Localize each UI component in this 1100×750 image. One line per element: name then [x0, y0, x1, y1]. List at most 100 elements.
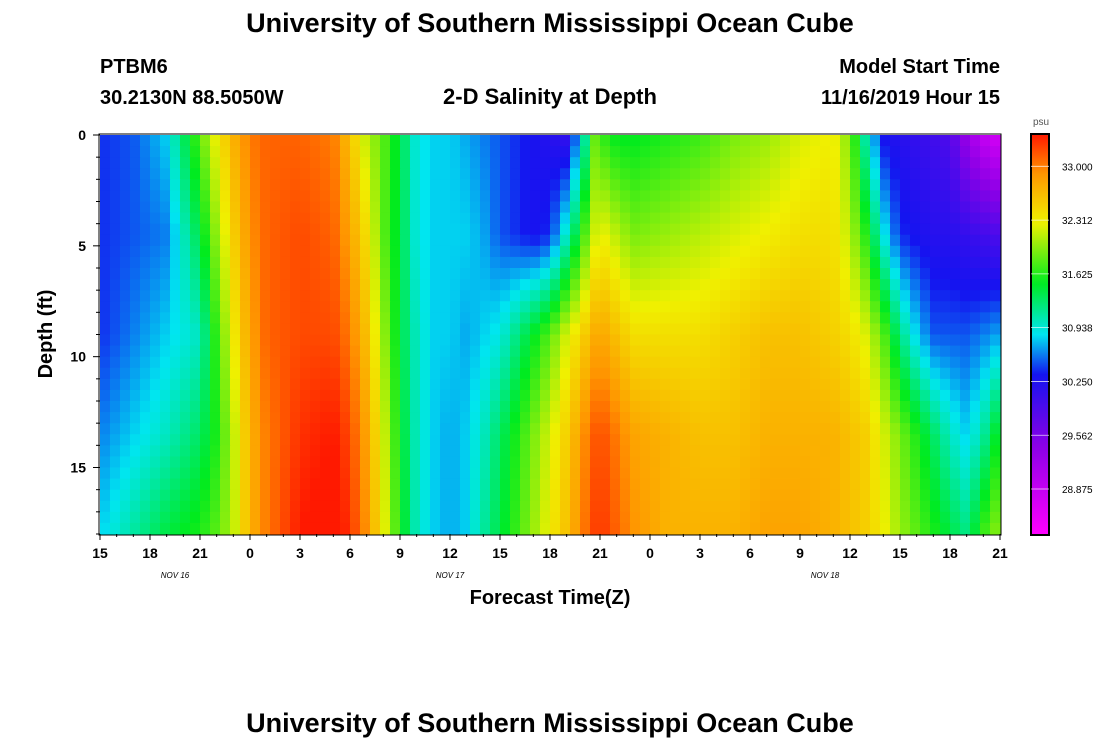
- heatmap-cell: [770, 522, 781, 535]
- heatmap-cell: [140, 467, 151, 480]
- heatmap-cell: [760, 412, 771, 424]
- heatmap-cell: [980, 279, 991, 291]
- heatmap-cell: [440, 434, 451, 446]
- date-label: NOV 17: [436, 571, 465, 580]
- heatmap-cell: [930, 334, 941, 347]
- heatmap-cell: [760, 334, 771, 347]
- heatmap-cell: [900, 323, 911, 336]
- heatmap-cell: [540, 445, 551, 458]
- heatmap-cell: [700, 212, 711, 225]
- heatmap-cell: [680, 256, 691, 269]
- heatmap-cell: [760, 157, 771, 169]
- heatmap-cell: [220, 423, 231, 435]
- heatmap-cell: [660, 456, 671, 469]
- heatmap-cell: [840, 367, 851, 380]
- heatmap-cell: [910, 212, 921, 225]
- heatmap-cell: [490, 190, 501, 203]
- heatmap-cell: [370, 511, 381, 524]
- heatmap-cell: [700, 423, 711, 435]
- heatmap-cell: [330, 256, 341, 269]
- heatmap-cell: [370, 256, 381, 269]
- heatmap-cell: [540, 245, 551, 258]
- heatmap-cell: [820, 412, 831, 424]
- heatmap-cell: [670, 268, 681, 280]
- heatmap-cell: [730, 401, 741, 413]
- heatmap-cell: [950, 423, 961, 435]
- heatmap-cell: [640, 334, 651, 347]
- heatmap-cell: [460, 323, 471, 336]
- heatmap-cell: [530, 356, 541, 369]
- heatmap-cell: [830, 445, 841, 458]
- heatmap-cell: [710, 378, 721, 391]
- heatmap-cell: [800, 157, 811, 169]
- heatmap-cell: [970, 434, 981, 446]
- heatmap-cell: [180, 389, 191, 402]
- heatmap-cell: [220, 135, 231, 147]
- heatmap-cell: [120, 279, 131, 291]
- heatmap-cell: [890, 445, 901, 458]
- heatmap-cell: [360, 445, 371, 458]
- heatmap-cell: [580, 245, 591, 258]
- heatmap-cell: [200, 378, 211, 391]
- heatmap-cell: [110, 268, 121, 280]
- heatmap-cell: [670, 467, 681, 480]
- heatmap-cell: [830, 212, 841, 225]
- heatmap-cell: [310, 223, 321, 236]
- heatmap-cell: [230, 179, 241, 192]
- heatmap-cell: [860, 157, 871, 169]
- heatmap-cell: [820, 312, 831, 325]
- heatmap-cell: [890, 489, 901, 502]
- heatmap-cell: [970, 445, 981, 458]
- heatmap-cell: [650, 401, 661, 413]
- heatmap-cell: [540, 478, 551, 491]
- heatmap-cell: [440, 146, 451, 158]
- heatmap-cell: [880, 412, 891, 424]
- heatmap-cell: [470, 256, 481, 269]
- heatmap-cell: [650, 511, 661, 524]
- x-tick-label: 0: [246, 545, 254, 561]
- heatmap-cell: [870, 367, 881, 380]
- heatmap-cell: [800, 135, 811, 147]
- heatmap-cell: [870, 467, 881, 480]
- heatmap-cell: [520, 489, 531, 502]
- heatmap-cell: [570, 157, 581, 169]
- heatmap-cell: [830, 378, 841, 391]
- heatmap-cell: [240, 135, 251, 147]
- heatmap-cell: [660, 511, 671, 524]
- heatmap-cell: [740, 279, 751, 291]
- heatmap-cell: [700, 323, 711, 336]
- heatmap-cell: [560, 212, 571, 225]
- heatmap-cell: [350, 500, 361, 513]
- heatmap-cell: [930, 378, 941, 391]
- heatmap-cell: [980, 268, 991, 280]
- heatmap-cell: [250, 290, 261, 302]
- heatmap-cell: [680, 356, 691, 369]
- heatmap-cell: [950, 135, 961, 147]
- heatmap-cell: [590, 245, 601, 258]
- heatmap-cell: [390, 401, 401, 413]
- heatmap-cell: [560, 245, 571, 258]
- heatmap-cell: [410, 301, 421, 313]
- heatmap-cell: [190, 223, 201, 236]
- heatmap-cell: [730, 378, 741, 391]
- heatmap-cell: [690, 356, 701, 369]
- heatmap-cell: [310, 157, 321, 169]
- heatmap-cell: [440, 500, 451, 513]
- heatmap-cell: [220, 401, 231, 413]
- heatmap-cell: [410, 334, 421, 347]
- heatmap-cell: [210, 445, 221, 458]
- heatmap-cell: [260, 212, 271, 225]
- heatmap-cell: [320, 256, 331, 269]
- heatmap-cell: [970, 423, 981, 435]
- heatmap-cell: [780, 245, 791, 258]
- x-axis: 15 18 21 0 3 6 9 12 15 18 21 0 3 6 9 12 15 18 21: [92, 534, 1008, 561]
- heatmap-cell: [600, 445, 611, 458]
- heatmap-cell: [780, 345, 791, 358]
- heatmap-cell: [850, 522, 861, 535]
- heatmap-cell: [940, 190, 951, 203]
- heatmap-cell: [150, 268, 161, 280]
- heatmap-cell: [220, 168, 231, 180]
- heatmap-cell: [460, 223, 471, 236]
- heatmap-cell: [970, 146, 981, 158]
- heatmap-cell: [340, 500, 351, 513]
